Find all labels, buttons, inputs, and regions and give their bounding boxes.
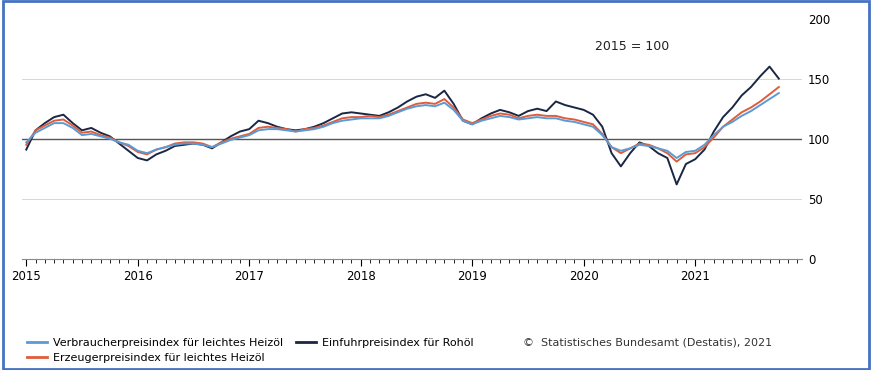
Legend: Verbraucherpreisindex für leichtes Heizöl, Erzeugerpreisindex für leichtes Heizö: Verbraucherpreisindex für leichtes Heizö… xyxy=(27,338,473,363)
Text: ©  Statistisches Bundesamt (Destatis), 2021: © Statistisches Bundesamt (Destatis), 20… xyxy=(523,338,773,348)
Text: 2015 = 100: 2015 = 100 xyxy=(596,40,670,53)
